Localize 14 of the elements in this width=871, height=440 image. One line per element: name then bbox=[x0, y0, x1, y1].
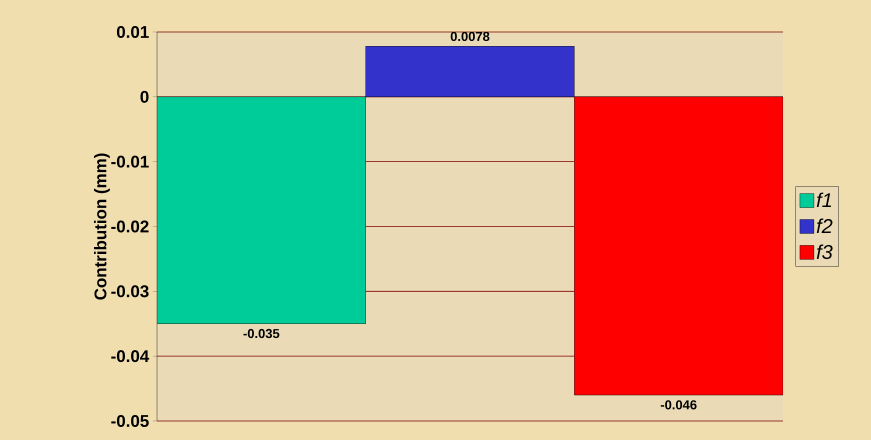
legend-label: f3 bbox=[816, 244, 833, 260]
data-label: -0.046 bbox=[660, 400, 697, 410]
y-tick-label: -0.01 bbox=[111, 156, 149, 168]
y-tick-label: -0.04 bbox=[111, 350, 150, 362]
legend-label: f2 bbox=[816, 218, 832, 233]
data-label: 0.0078 bbox=[450, 32, 490, 42]
data-label: -0.035 bbox=[243, 328, 280, 338]
y-tick-label: 0.01 bbox=[116, 26, 149, 38]
y-tick-label: 0 bbox=[140, 90, 149, 103]
y-tick-label: -0.05 bbox=[111, 414, 149, 427]
y-axis-title: Contribution (mm) bbox=[94, 153, 110, 300]
y-tick-label: -0.03 bbox=[111, 285, 149, 298]
y-tick-label: -0.02 bbox=[111, 220, 149, 232]
legend-label: f1 bbox=[816, 192, 832, 208]
